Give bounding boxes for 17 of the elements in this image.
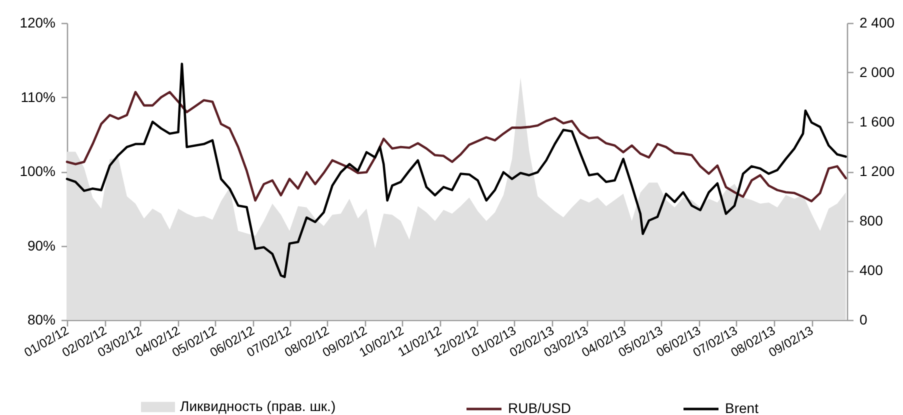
- legend-label: Ликвидность (прав. шк.): [180, 398, 336, 414]
- y-tick-label: 80%: [27, 312, 56, 328]
- y2-tick-label: 400: [860, 262, 884, 278]
- y-tick-label: 90%: [27, 237, 56, 254]
- y2-tick-label: 2 400: [860, 14, 895, 30]
- y2-tick-label: 2 000: [860, 64, 895, 80]
- legend-label: RUB/USD: [508, 400, 572, 415]
- line-series: [66, 90, 847, 202]
- y2-tick-label: 800: [860, 212, 884, 228]
- y-tick-label: 110%: [20, 88, 56, 105]
- y2-tick-label: 0: [860, 312, 868, 328]
- y2-tick-label: 1 600: [860, 114, 895, 130]
- y2-tick-label: 1 200: [860, 163, 895, 179]
- line-series: [66, 62, 847, 278]
- y-tick-label: 120%: [20, 14, 56, 30]
- y-tick-label: 100%: [20, 163, 56, 179]
- legend-label: Brent: [725, 400, 759, 415]
